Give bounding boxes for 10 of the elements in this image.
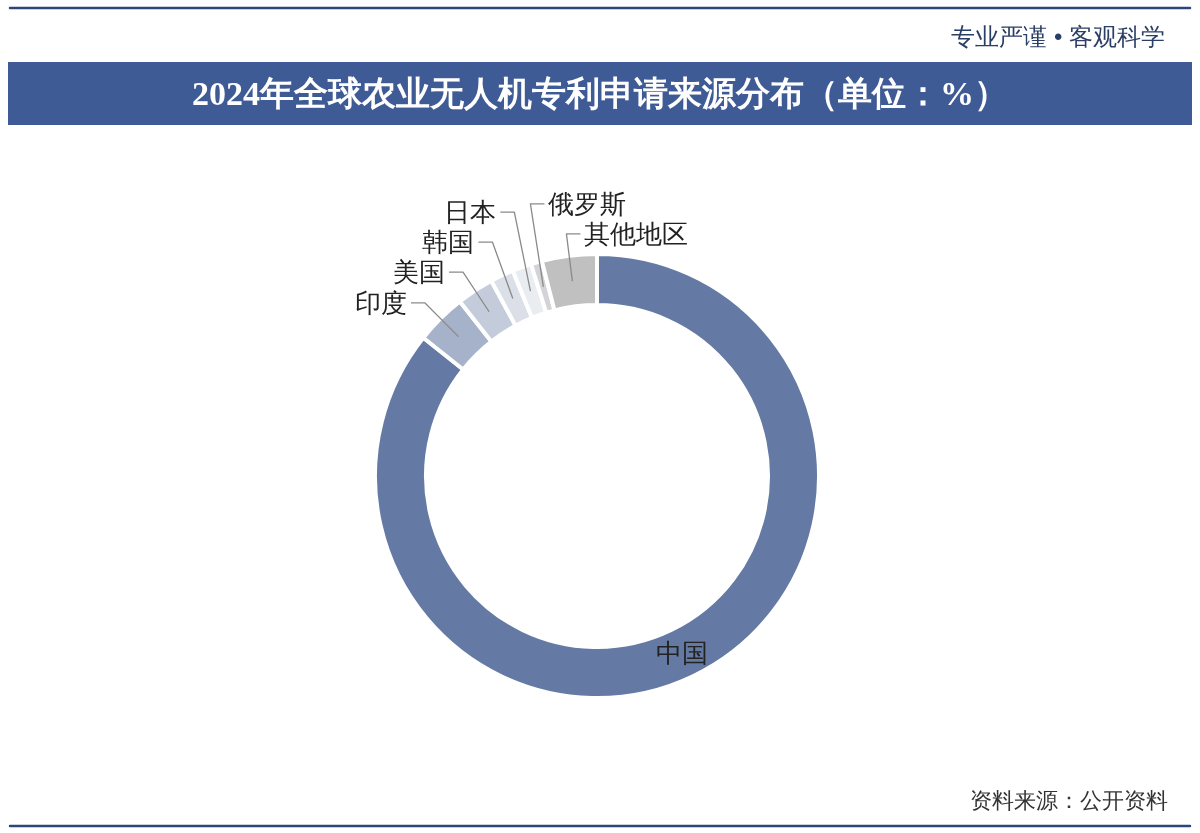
chart-title: 2024年全球农业无人机专利申请来源分布（单位：%） — [192, 75, 1008, 112]
slice-label: 其他地区 — [584, 218, 689, 249]
slice-label: 俄罗斯 — [548, 188, 627, 219]
slice-label: 美国 — [393, 257, 446, 288]
text: 专业严谨 • 客观科学 — [951, 23, 1165, 50]
slice-label: 日本 — [444, 197, 497, 228]
text: 资料来源：公开资料 — [970, 788, 1168, 813]
slice-label: 韩国 — [422, 227, 475, 258]
slice-label: 中国 — [656, 638, 709, 668]
slice-label: 印度 — [355, 287, 408, 318]
